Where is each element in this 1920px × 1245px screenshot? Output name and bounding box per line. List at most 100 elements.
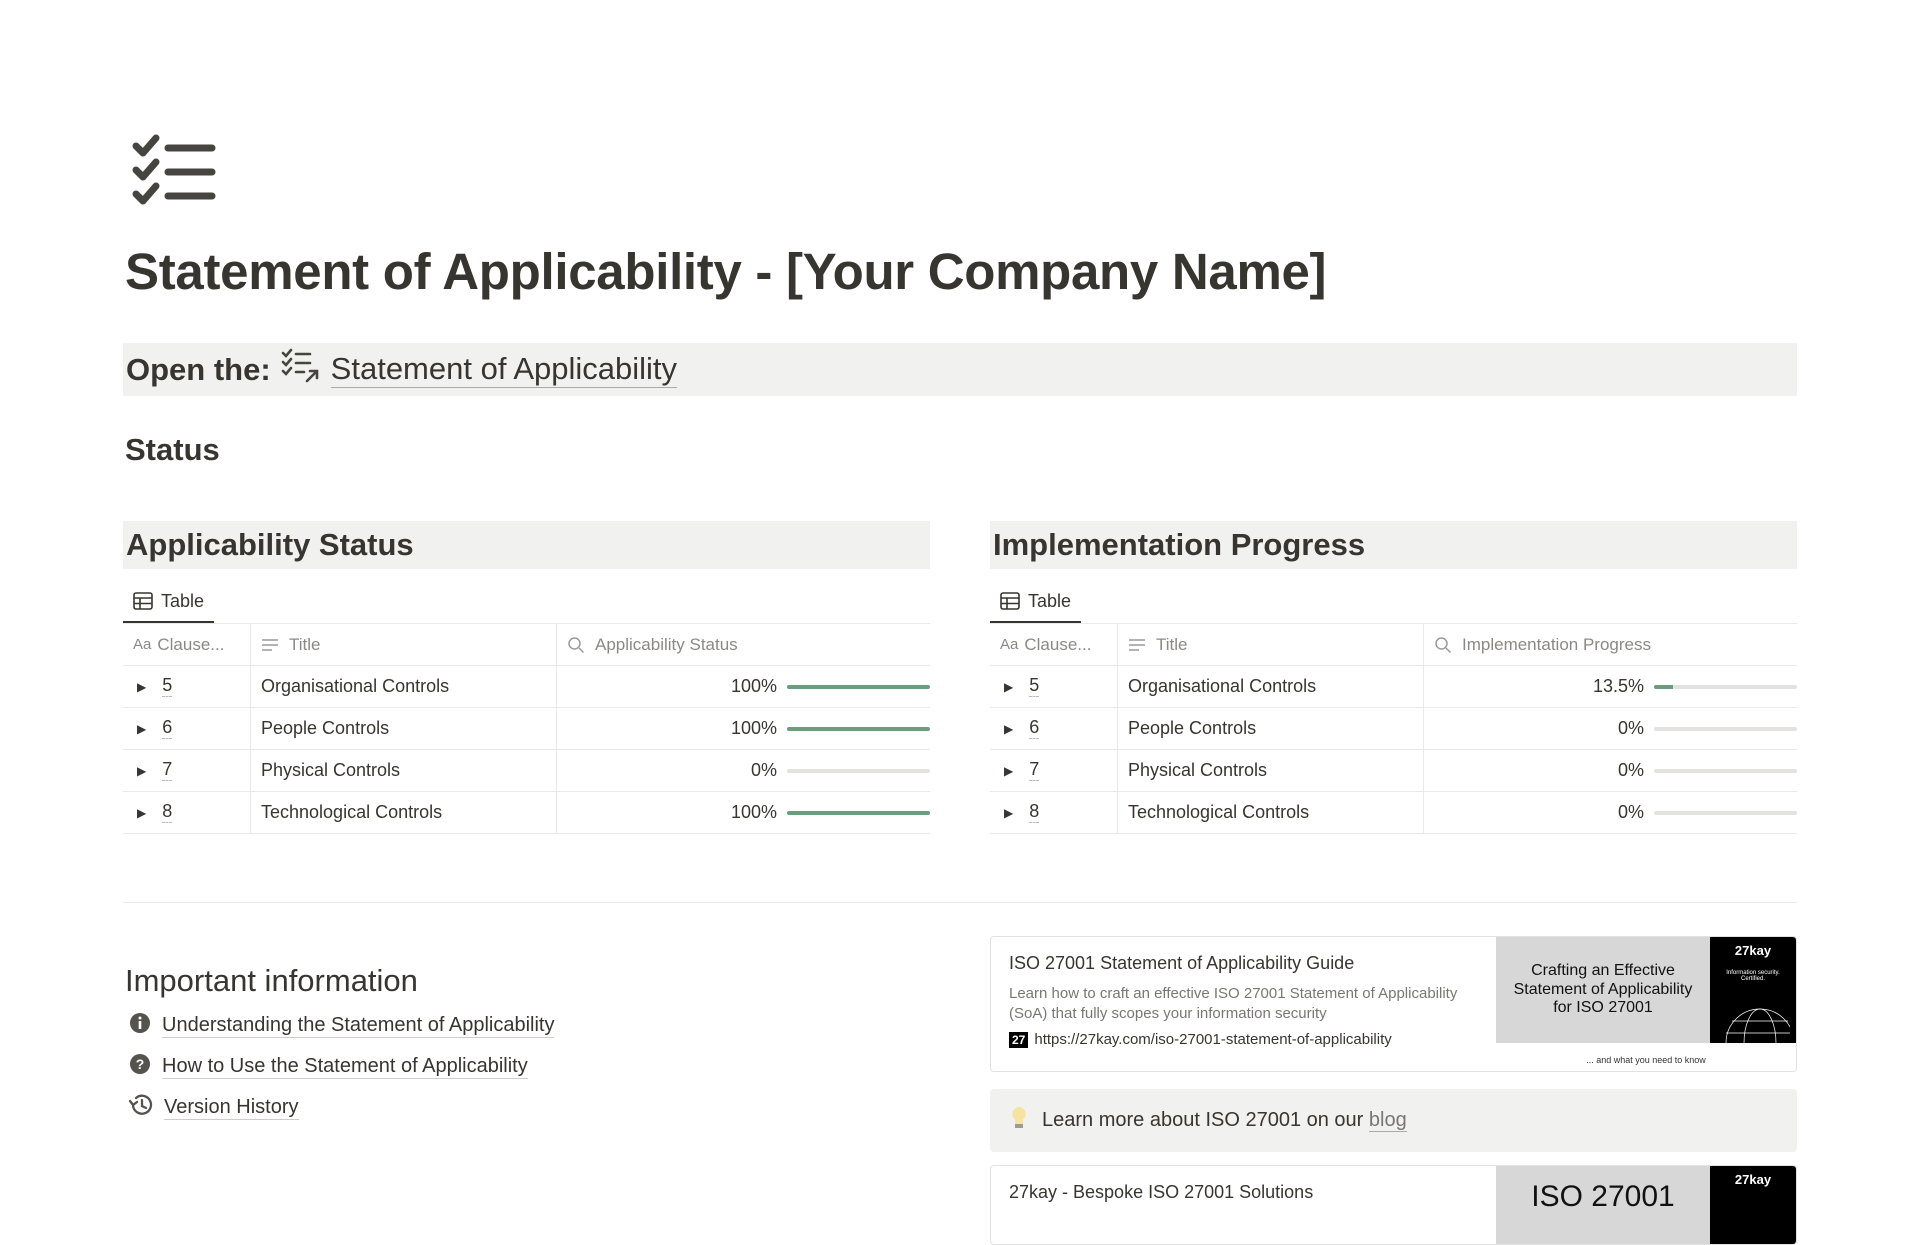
statement-of-applicability-link[interactable]: Statement of Applicability bbox=[330, 351, 678, 388]
link-how-to-use[interactable]: ? How to Use the Statement of Applicabili… bbox=[128, 1046, 554, 1087]
table-row[interactable]: ▶ 7 Physical Controls 0% bbox=[990, 750, 1797, 792]
tab-label: Table bbox=[1028, 590, 1072, 611]
link-understanding[interactable]: Understanding the Statement of Applicabi… bbox=[128, 1005, 555, 1046]
expand-toggle-icon[interactable]: ▶ bbox=[1004, 721, 1014, 736]
table-icon bbox=[1000, 592, 1020, 610]
thumb-footer: ... and what you need to know bbox=[1586, 1055, 1706, 1065]
status-heading: Status bbox=[125, 432, 220, 467]
text-lines-icon bbox=[262, 638, 278, 651]
bookmark-title: 27kay - Bespoke ISO 27001 Solutions bbox=[1009, 1182, 1314, 1202]
table-row[interactable]: ▶ 7 Physical Controls 0% bbox=[123, 750, 930, 792]
history-icon bbox=[128, 1093, 154, 1123]
clause-number[interactable]: 7 bbox=[162, 759, 173, 781]
link-version-history[interactable]: Version History bbox=[128, 1087, 554, 1128]
table-row[interactable]: ▶ 8 Technological Controls 0% bbox=[990, 792, 1797, 834]
table-row[interactable]: ▶ 5 Organisational Controls 100% bbox=[123, 666, 930, 708]
clause-number[interactable]: 5 bbox=[162, 675, 173, 697]
bookmark-title: ISO 27001 Statement of Applicability Gui… bbox=[1009, 953, 1355, 973]
bookmark-thumbnail: ISO 27001 27kay bbox=[1496, 1166, 1796, 1244]
progress-value: 0% bbox=[1617, 718, 1644, 738]
lightbulb-icon bbox=[1010, 1105, 1028, 1137]
text-type-icon: Aa bbox=[133, 636, 152, 653]
important-links: Understanding the Statement of Applicabi… bbox=[128, 1005, 555, 1128]
link-label[interactable]: Version History bbox=[164, 1095, 299, 1120]
tab-table[interactable]: Table bbox=[123, 581, 215, 623]
expand-toggle-icon[interactable]: ▶ bbox=[137, 679, 147, 694]
callout: Learn more about ISO 27001 on our blog bbox=[990, 1089, 1797, 1152]
tab-table[interactable]: Table bbox=[990, 581, 1082, 623]
clause-number[interactable]: 8 bbox=[1029, 801, 1040, 823]
row-title[interactable]: People Controls bbox=[251, 708, 557, 749]
table-header: Aa Clause... Title Implementation Progres… bbox=[990, 624, 1797, 666]
progress-value: 0% bbox=[1617, 802, 1644, 822]
checklist-link-icon bbox=[281, 348, 321, 392]
important-heading: Important information bbox=[125, 963, 418, 998]
column-title[interactable]: Title bbox=[1118, 624, 1424, 665]
blog-link[interactable]: blog bbox=[1368, 1109, 1407, 1132]
info-icon bbox=[128, 1011, 152, 1041]
progress-value: 100% bbox=[730, 802, 777, 822]
link-label[interactable]: How to Use the Statement of Applicabilit… bbox=[162, 1054, 528, 1079]
bookmark-url: https://27kay.com/iso-27001-statement-of… bbox=[1034, 1031, 1392, 1048]
table-icon bbox=[133, 592, 153, 610]
column-clause[interactable]: Aa Clause... bbox=[990, 624, 1118, 665]
table-heading: Implementation Progress bbox=[990, 521, 1797, 569]
clause-number[interactable]: 7 bbox=[1029, 759, 1040, 781]
table-row[interactable]: ▶ 8 Technological Controls 100% bbox=[123, 792, 930, 834]
progress-bar bbox=[787, 726, 930, 731]
table-section-1: Implementation Progress Table Aa Clause..… bbox=[990, 521, 1797, 834]
row-title[interactable]: Physical Controls bbox=[1118, 750, 1424, 791]
expand-toggle-icon[interactable]: ▶ bbox=[137, 721, 147, 736]
expand-toggle-icon[interactable]: ▶ bbox=[1004, 679, 1014, 694]
column-status[interactable]: Applicability Status bbox=[557, 624, 930, 665]
table-header: Aa Clause... Title Applicability Status bbox=[123, 624, 930, 666]
clause-number[interactable]: 6 bbox=[162, 717, 173, 739]
globe-icon bbox=[1725, 1008, 1790, 1043]
table: Aa Clause... Title Implementation Progres… bbox=[990, 623, 1797, 834]
row-title[interactable]: People Controls bbox=[1118, 708, 1424, 749]
progress-bar bbox=[787, 810, 930, 815]
table: Aa Clause... Title Applicability Status ▶… bbox=[123, 623, 930, 834]
progress-value: 100% bbox=[730, 676, 777, 696]
expand-toggle-icon[interactable]: ▶ bbox=[137, 805, 147, 820]
expand-toggle-icon[interactable]: ▶ bbox=[137, 763, 147, 778]
column-title[interactable]: Title bbox=[251, 624, 557, 665]
column-clause[interactable]: Aa Clause... bbox=[123, 624, 251, 665]
row-title[interactable]: Organisational Controls bbox=[1118, 666, 1424, 707]
clause-number[interactable]: 6 bbox=[1029, 717, 1040, 739]
column-status[interactable]: Implementation Progress bbox=[1424, 624, 1797, 665]
clause-number[interactable]: 8 bbox=[162, 801, 173, 823]
checklist-icon bbox=[132, 134, 216, 215]
table-row[interactable]: ▶ 6 People Controls 100% bbox=[123, 708, 930, 750]
question-icon: ? bbox=[128, 1052, 152, 1082]
expand-toggle-icon[interactable]: ▶ bbox=[1004, 805, 1014, 820]
table-row[interactable]: ▶ 5 Organisational Controls 13.5% bbox=[990, 666, 1797, 708]
progress-bar bbox=[1654, 768, 1797, 773]
progress-value: 0% bbox=[1617, 760, 1644, 780]
progress-value: 13.5% bbox=[1592, 676, 1644, 696]
table-row[interactable]: ▶ 6 People Controls 0% bbox=[990, 708, 1797, 750]
bookmark-card[interactable]: 27kay - Bespoke ISO 27001 Solutions ISO … bbox=[990, 1165, 1797, 1245]
progress-bar bbox=[1654, 810, 1797, 815]
row-title[interactable]: Organisational Controls bbox=[251, 666, 557, 707]
clause-number[interactable]: 5 bbox=[1029, 675, 1040, 697]
page-title: Statement of Applicability - [Your Compa… bbox=[125, 243, 1327, 300]
progress-bar bbox=[1654, 726, 1797, 731]
row-title[interactable]: Physical Controls bbox=[251, 750, 557, 791]
thumb-brand: 27kay bbox=[1710, 1166, 1796, 1244]
bookmark-card[interactable]: ISO 27001 Statement of Applicability Gui… bbox=[990, 936, 1797, 1072]
progress-value: 0% bbox=[750, 760, 777, 780]
tab-label: Table bbox=[161, 590, 205, 611]
thumb-title: ISO 27001 bbox=[1496, 1166, 1710, 1244]
svg-text:?: ? bbox=[136, 1056, 145, 1072]
divider bbox=[123, 902, 1797, 903]
link-label[interactable]: Understanding the Statement of Applicabi… bbox=[162, 1013, 555, 1038]
open-label: Open the: bbox=[126, 351, 271, 387]
text-type-icon: Aa bbox=[1000, 636, 1019, 653]
row-title[interactable]: Technological Controls bbox=[1118, 792, 1424, 833]
table-section-0: Applicability Status Table Aa Clause... T… bbox=[123, 521, 930, 834]
progress-bar bbox=[787, 684, 930, 689]
expand-toggle-icon[interactable]: ▶ bbox=[1004, 763, 1014, 778]
bookmark-thumbnail: Crafting an Effective Statement of Appli… bbox=[1496, 937, 1796, 1071]
row-title[interactable]: Technological Controls bbox=[251, 792, 557, 833]
